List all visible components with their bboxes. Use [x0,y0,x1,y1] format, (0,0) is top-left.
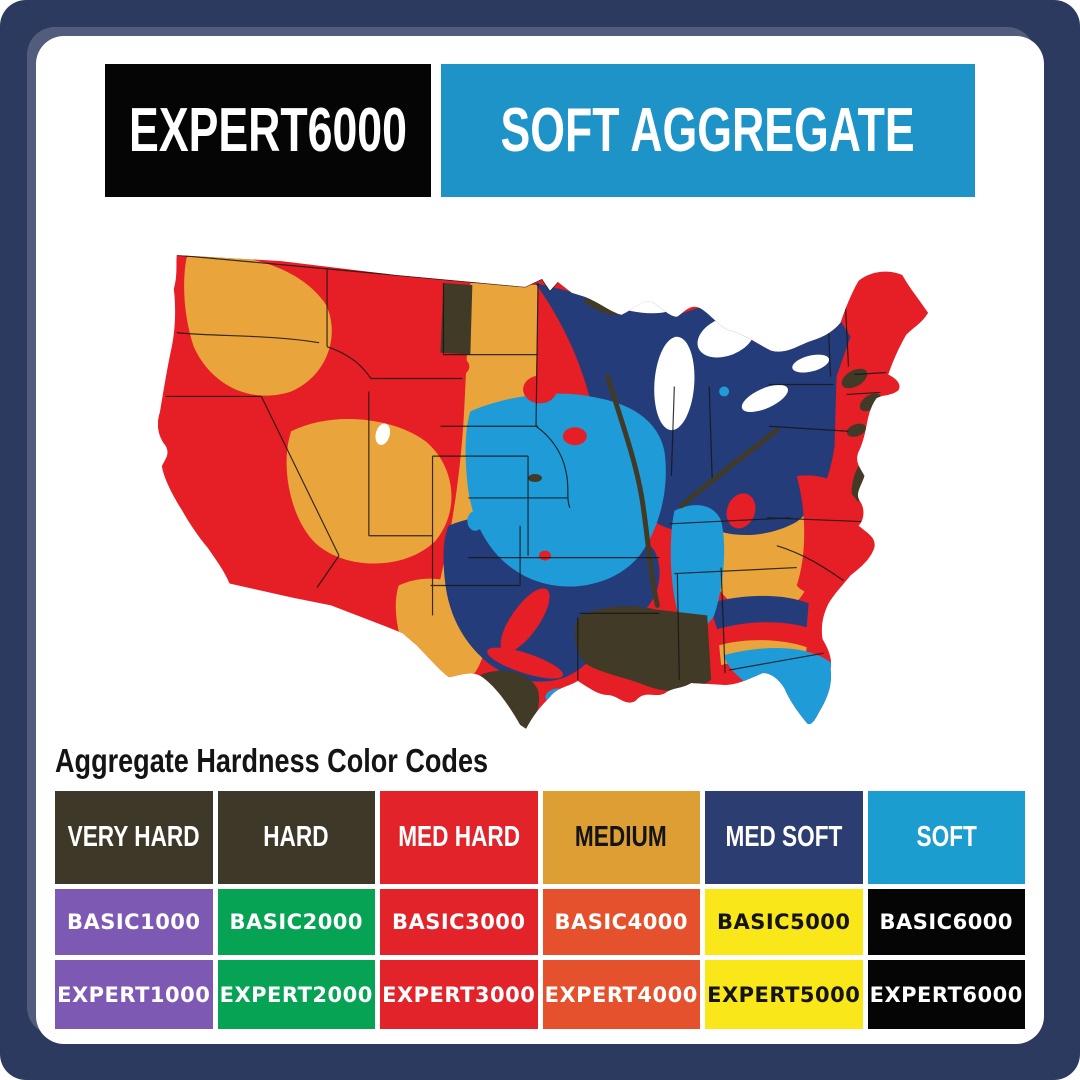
legend-cell-basic5000: BASIC5000 [705,889,863,955]
legend-cell-expert5000: EXPERT5000 [705,960,863,1029]
legend-header-label: MEDIUM [575,821,668,853]
legend-cell-expert4000: EXPERT4000 [542,960,700,1029]
legend-header-soft: SOFT [867,791,1025,884]
legend-header-very-hard: VERY HARD [55,791,213,884]
legend-cell-expert1000: EXPERT1000 [55,960,213,1029]
legend-header-label: VERY HARD [67,821,200,853]
legend-header-label: MED SOFT [725,821,843,853]
us-map-svg [157,255,929,729]
legend-header-label: HARD [263,821,329,853]
product-label: EXPERT6000 [129,96,407,165]
legend-cell-basic6000: BASIC6000 [867,889,1025,955]
legend-header-med-hard: MED HARD [380,791,538,884]
legend-cell-basic4000: BASIC4000 [542,889,700,955]
legend-cell-expert3000: EXPERT3000 [380,960,538,1029]
legend-header-med-soft: MED SOFT [705,791,863,884]
legend-header-medium: MEDIUM [542,791,700,884]
map-regions-med-hard-accents [441,356,865,679]
legend-cell-expert2000: EXPERT2000 [217,960,375,1029]
legend-cell-expert6000: EXPERT6000 [867,960,1025,1029]
legend-cell-basic2000: BASIC2000 [217,889,375,955]
legend-header-label: SOFT [916,821,977,853]
legend-table: VERY HARD HARD MED HARD MEDIUM MED SOFT … [55,791,1025,1029]
us-hardness-map [132,227,948,735]
legend-header-hard: HARD [217,791,375,884]
legend-header-label: MED HARD [397,821,520,853]
legend-title: Aggregate Hardness Color Codes [55,742,489,779]
legend-cell-basic3000: BASIC3000 [380,889,538,955]
product-banner: EXPERT6000 [105,64,431,197]
category-banner: SOFT AGGREGATE [441,64,975,197]
map-regions-very-hard [388,282,881,729]
legend-cell-basic1000: BASIC1000 [55,889,213,955]
state-border-lines [165,255,887,681]
category-label: SOFT AGGREGATE [500,96,916,165]
